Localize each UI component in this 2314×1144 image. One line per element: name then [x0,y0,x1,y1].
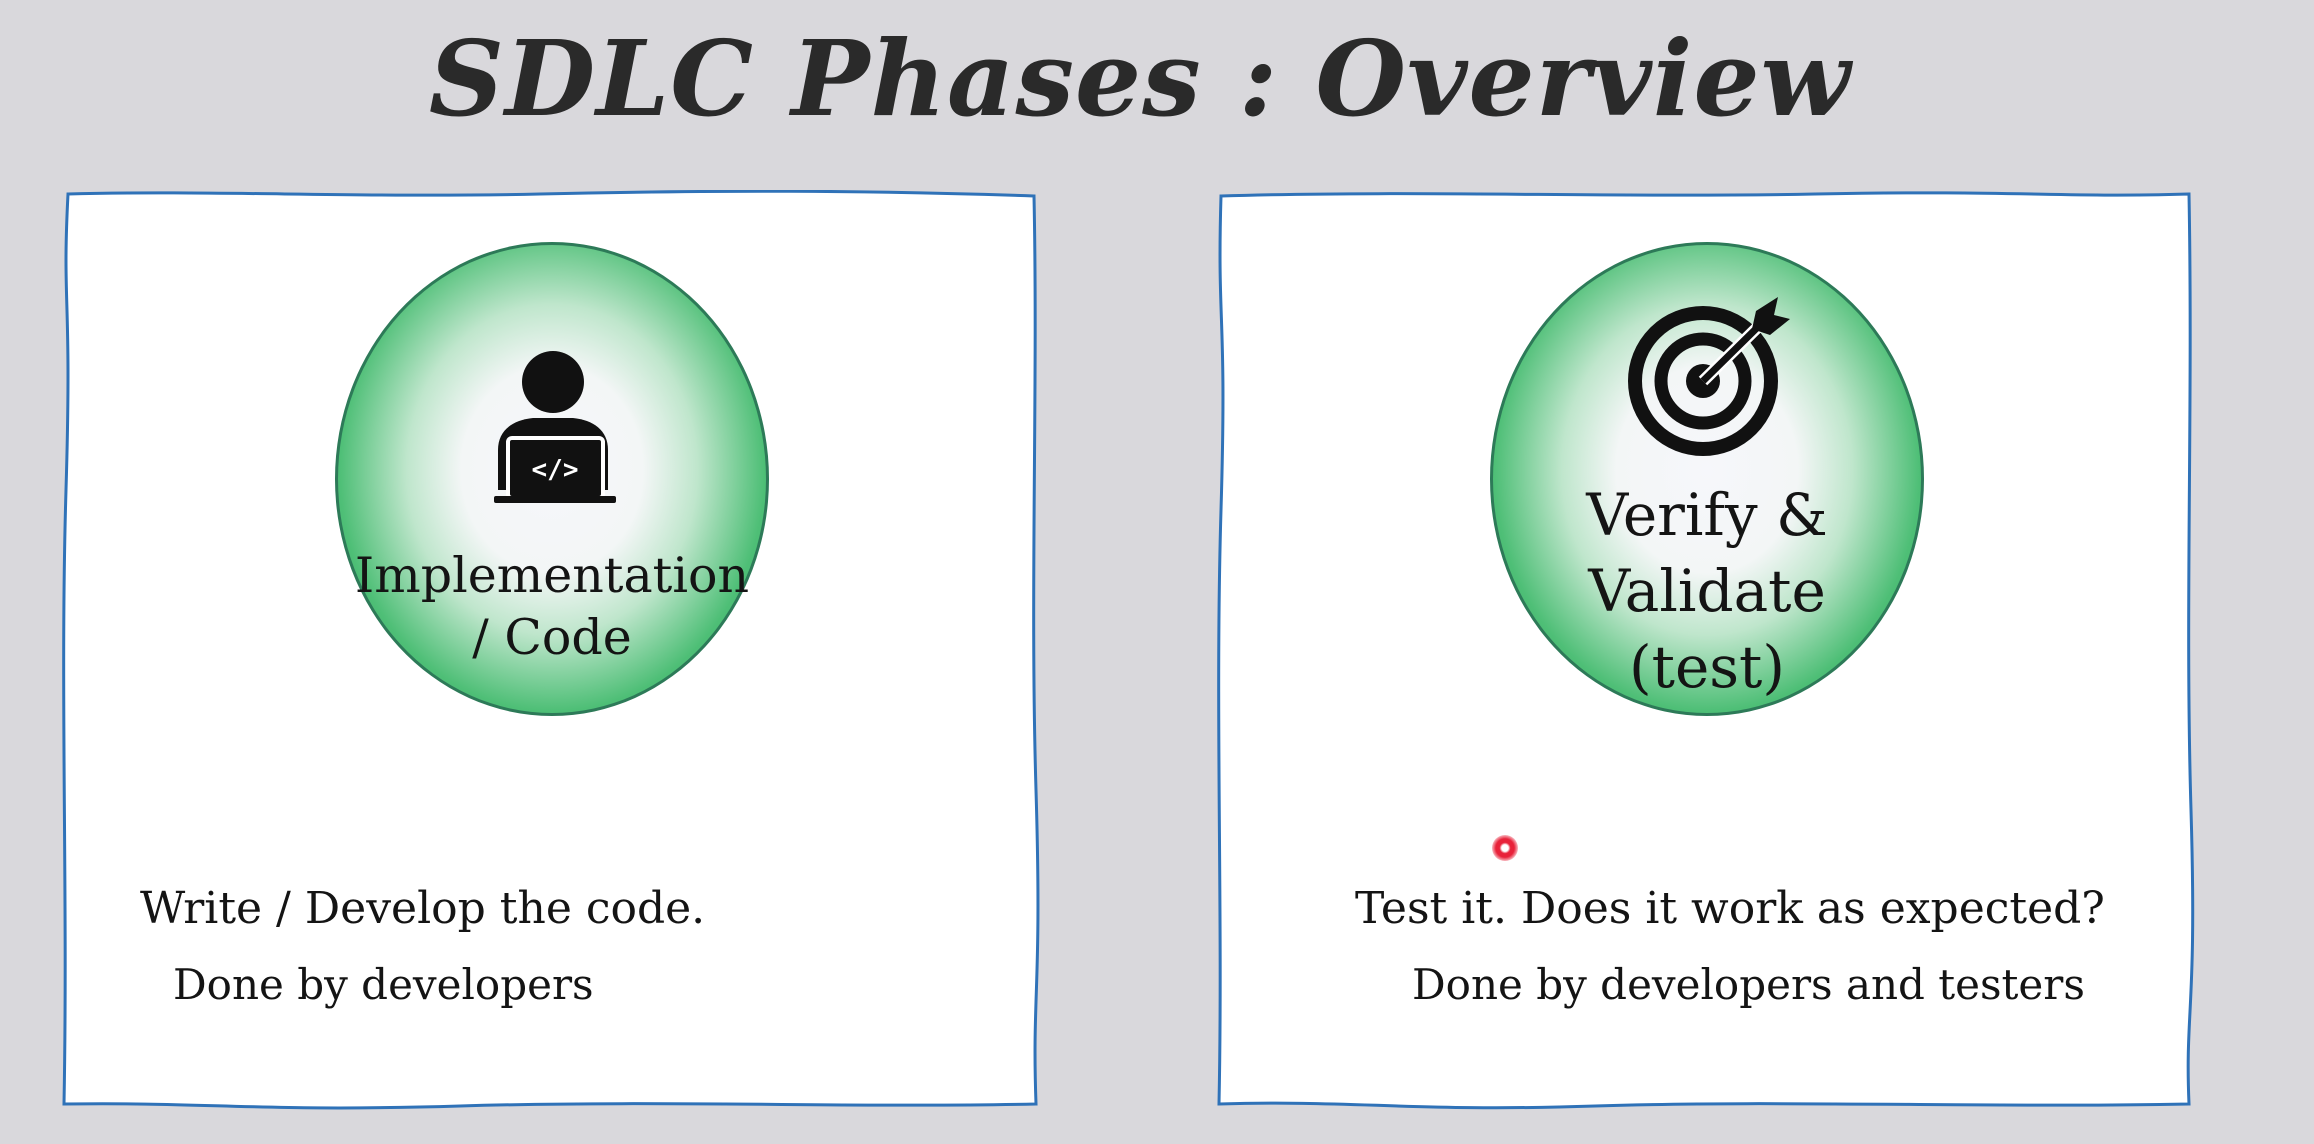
phase-label: Implementation / Code [338,545,766,669]
laser-pointer-dot [1492,835,1518,861]
implementation-phase-circle: </> Implementation / Code [335,242,769,716]
phase-card-implementation: </> Implementation / Code Write / Develo… [60,190,1040,1110]
phase-description: Test it. Does it work as expected? [1355,883,2105,934]
slide-title: SDLC Phases : Overview [428,17,1852,140]
developer-laptop-icon: </> [494,351,616,503]
phase-done-by: Done by developers and testers [1412,960,2085,1009]
phase-card-verify-validate: Verify & Validate (test) Test it. Does i… [1215,190,2195,1110]
phase-label: Verify & Validate (test) [1493,477,1921,705]
phase-label-line: Implementation [354,547,750,604]
svg-text:</>: </> [532,455,579,485]
target-icon [1628,297,1790,456]
phase-label-line: Verify & [1586,481,1828,549]
phase-done-by: Done by developers [173,960,594,1009]
phase-description: Write / Develop the code. [140,883,706,934]
phase-label-line: (test) [1629,633,1785,701]
phase-label-line: / Code [472,609,632,666]
phase-label-line: Validate [1588,557,1826,625]
verify-phase-circle: Verify & Validate (test) [1490,242,1924,716]
